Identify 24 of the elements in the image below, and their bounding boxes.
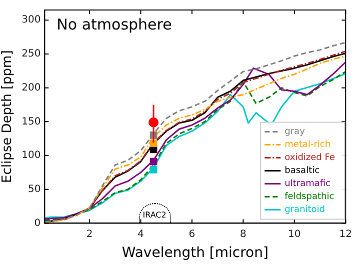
y-tick-label: 0 [34, 218, 41, 229]
x-axis-title: Wavelength [micron] [122, 245, 268, 262]
legend-label: metal-rich [284, 140, 331, 150]
legend-label: oxidized Fe [284, 153, 336, 164]
y-tick-label: 200 [22, 82, 41, 94]
legend-label: ultramafic [284, 179, 331, 190]
x-tick-label: 6 [188, 228, 196, 240]
x-tick-label: 10 [288, 228, 301, 240]
annotation: IRAC2 [142, 210, 166, 220]
y-tick-label: 250 [22, 48, 41, 60]
y-axis-title: Eclipse Depth [ppm] [0, 50, 16, 183]
legend-label: basaltic [284, 166, 320, 176]
y-tick-label: 300 [22, 14, 41, 26]
legend-label: feldspathic [284, 192, 334, 202]
x-tick-label: 2 [86, 228, 93, 240]
x-tick-label: 4 [138, 228, 144, 240]
y-tick-label: 100 [22, 150, 41, 162]
legend-label: gray [284, 127, 306, 138]
x-tick-label: 8 [240, 228, 246, 240]
y-tick-label: 50 [28, 184, 41, 195]
legend-label: granitoid [284, 205, 326, 216]
y-tick-label: 150 [22, 116, 41, 128]
x-tick-label: 12 [339, 228, 352, 240]
chart-title: No atmosphere [56, 15, 172, 34]
